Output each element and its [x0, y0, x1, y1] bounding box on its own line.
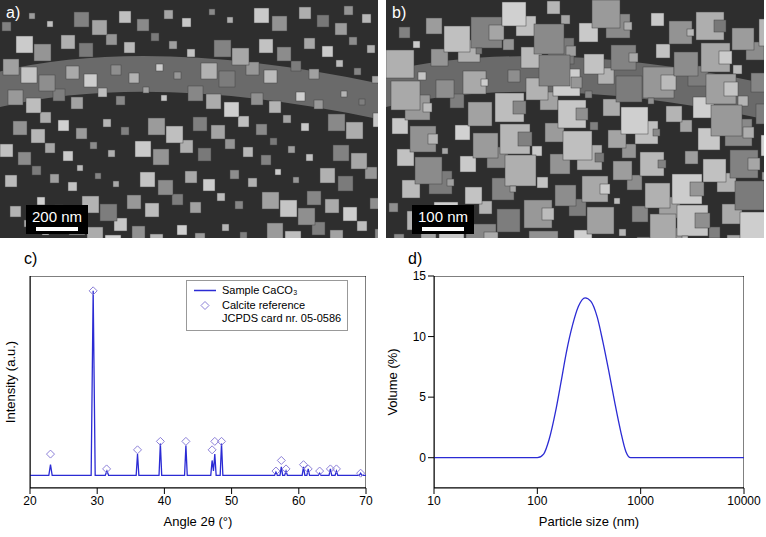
svg-text:Intensity (a.u.): Intensity (a.u.): [3, 341, 18, 423]
svg-text:70: 70: [359, 494, 373, 508]
svg-text:0: 0: [419, 451, 426, 465]
svg-text:Volume (%): Volume (%): [385, 348, 400, 415]
svg-text:1000: 1000: [627, 494, 654, 508]
html-text:JCPDS card nr. 05-0586: JCPDS card nr. 05-0586: [222, 312, 342, 324]
svg-text:30: 30: [91, 494, 105, 508]
svg-text:5: 5: [419, 390, 426, 404]
svg-text:40: 40: [158, 494, 172, 508]
svg-text:20: 20: [23, 494, 37, 508]
html-text:100 nm: 100 nm: [418, 208, 468, 225]
svg-text:Particle size (nm): Particle size (nm): [539, 514, 639, 529]
html-text:d): d): [408, 250, 423, 267]
html-text:a): a): [6, 4, 21, 21]
svg-text:10: 10: [413, 330, 427, 344]
svg-text:10000: 10000: [727, 494, 761, 508]
html-text:Calcite reference: Calcite reference: [222, 299, 306, 311]
html-text:b): b): [392, 4, 407, 21]
svg-text:10: 10: [427, 494, 441, 508]
svg-text:Angle 2θ (°): Angle 2θ (°): [164, 514, 233, 529]
svg-text:60: 60: [292, 494, 306, 508]
svg-text:50: 50: [225, 494, 239, 508]
svg-text:15: 15: [413, 269, 427, 283]
svg-text:100: 100: [527, 494, 547, 508]
html-text:c): c): [24, 250, 38, 267]
html-text:Sample CaCO₃: Sample CaCO₃: [222, 284, 298, 296]
html-text:200 nm: 200 nm: [32, 208, 82, 225]
